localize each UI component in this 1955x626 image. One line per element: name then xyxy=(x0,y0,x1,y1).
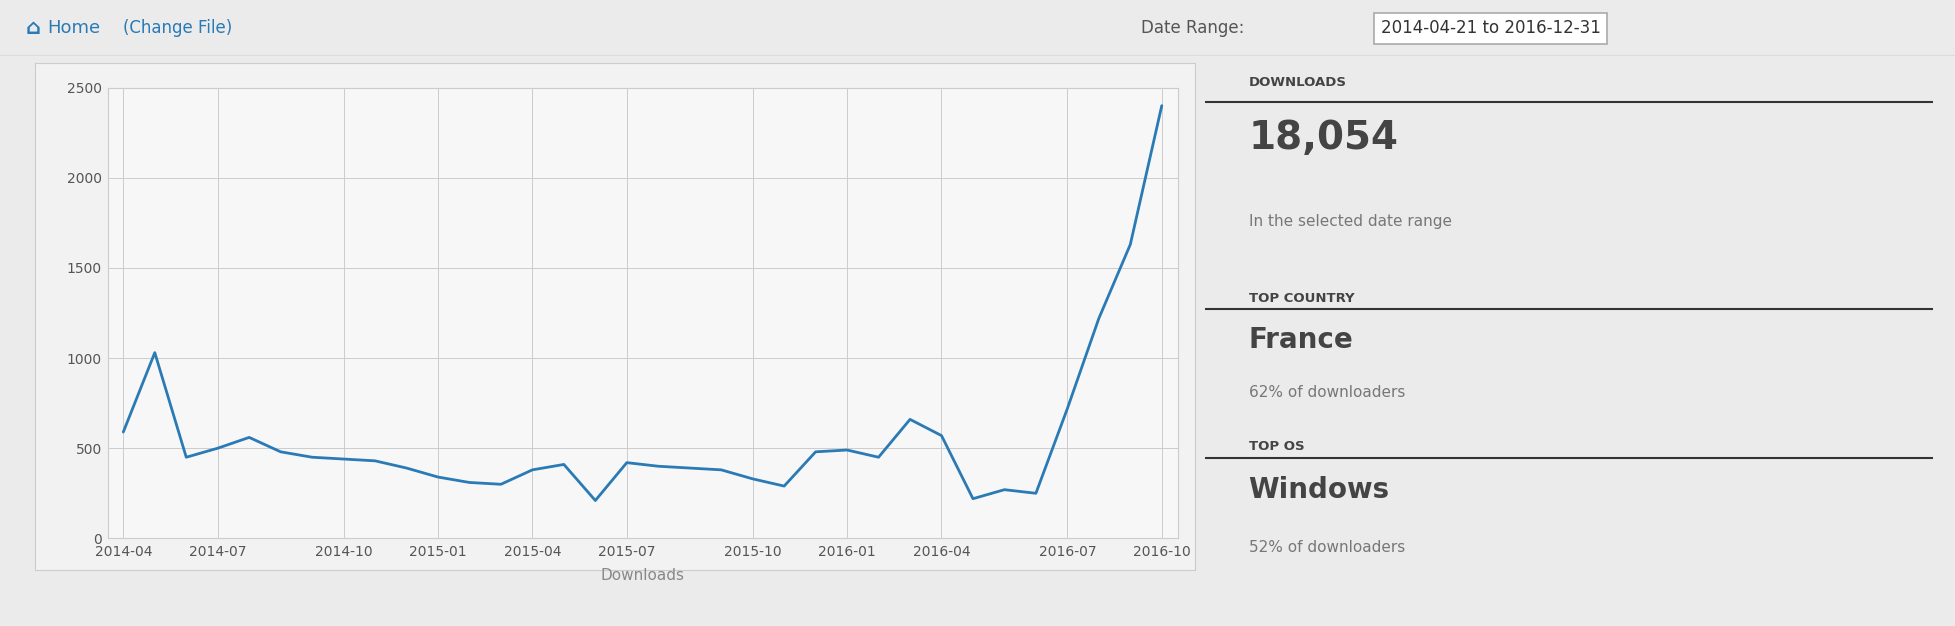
Text: 2014-04-21 to 2016-12-31: 2014-04-21 to 2016-12-31 xyxy=(1380,19,1599,37)
Text: Windows: Windows xyxy=(1247,476,1388,503)
Text: Date Range:: Date Range: xyxy=(1140,19,1243,37)
Text: France: France xyxy=(1247,326,1353,354)
Text: (Change File): (Change File) xyxy=(123,19,233,37)
Text: 62% of downloaders: 62% of downloaders xyxy=(1247,385,1404,400)
Text: 18,054: 18,054 xyxy=(1247,119,1398,157)
Text: TOP OS: TOP OS xyxy=(1247,440,1304,453)
X-axis label: Downloads: Downloads xyxy=(600,568,684,583)
Text: 52% of downloaders: 52% of downloaders xyxy=(1247,540,1404,555)
Text: ⌂: ⌂ xyxy=(25,18,41,38)
Text: In the selected date range: In the selected date range xyxy=(1247,214,1451,229)
Text: Home: Home xyxy=(47,19,100,37)
Text: TOP COUNTRY: TOP COUNTRY xyxy=(1247,292,1353,305)
Text: DOWNLOADS: DOWNLOADS xyxy=(1247,76,1345,89)
